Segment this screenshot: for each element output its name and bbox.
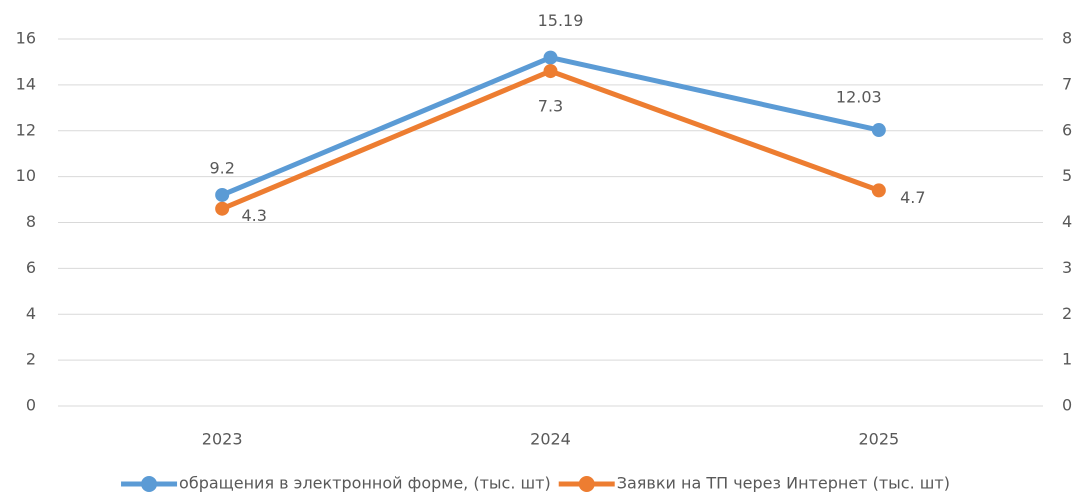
y-tick-label: 14 xyxy=(16,74,36,93)
y-tick-label: 10 xyxy=(16,166,36,185)
y2-tick-label: 7 xyxy=(1062,74,1072,93)
y2-tick-label: 3 xyxy=(1062,258,1072,277)
data-label: 4.7 xyxy=(900,188,925,207)
point xyxy=(215,201,230,216)
series-line xyxy=(221,55,880,198)
legend-label: обращения в электронной форме, (тыс. шт) xyxy=(179,474,551,493)
y2-tick-label: 5 xyxy=(1062,166,1072,185)
point xyxy=(871,123,886,138)
x-tick-label: 2024 xyxy=(530,430,571,449)
legend-marker xyxy=(141,476,158,492)
y-tick-label: 4 xyxy=(26,304,36,323)
data-label: 7.3 xyxy=(538,97,563,116)
y-tick-label: 2 xyxy=(26,350,36,369)
x-tick-label: 2023 xyxy=(202,430,243,449)
data-label: 4.3 xyxy=(241,206,266,225)
series-line xyxy=(221,68,880,212)
y-tick-label: 0 xyxy=(26,396,36,415)
point xyxy=(543,50,558,65)
y2-tick-label: 8 xyxy=(1062,29,1072,48)
y-tick-label: 12 xyxy=(16,120,36,139)
y2-tick-label: 2 xyxy=(1062,304,1072,323)
point xyxy=(871,183,886,198)
data-label: 12.03 xyxy=(836,88,882,107)
y-tick-label: 16 xyxy=(16,29,36,48)
point xyxy=(543,64,558,79)
y2-tick-label: 0 xyxy=(1062,396,1072,415)
data-label: 15.19 xyxy=(538,11,584,30)
y-tick-label: 6 xyxy=(26,258,36,277)
point xyxy=(215,187,230,202)
y2-tick-label: 4 xyxy=(1062,212,1072,231)
legend-marker xyxy=(578,476,595,492)
y-tick-label: 8 xyxy=(26,212,36,231)
legend-label: Заявки на ТП через Интернет (тыс. шт) xyxy=(617,474,950,493)
x-tick-label: 2025 xyxy=(858,430,899,449)
data-label: 9.2 xyxy=(209,158,234,177)
y2-tick-label: 1 xyxy=(1062,350,1072,369)
y2-tick-label: 6 xyxy=(1062,120,1072,139)
